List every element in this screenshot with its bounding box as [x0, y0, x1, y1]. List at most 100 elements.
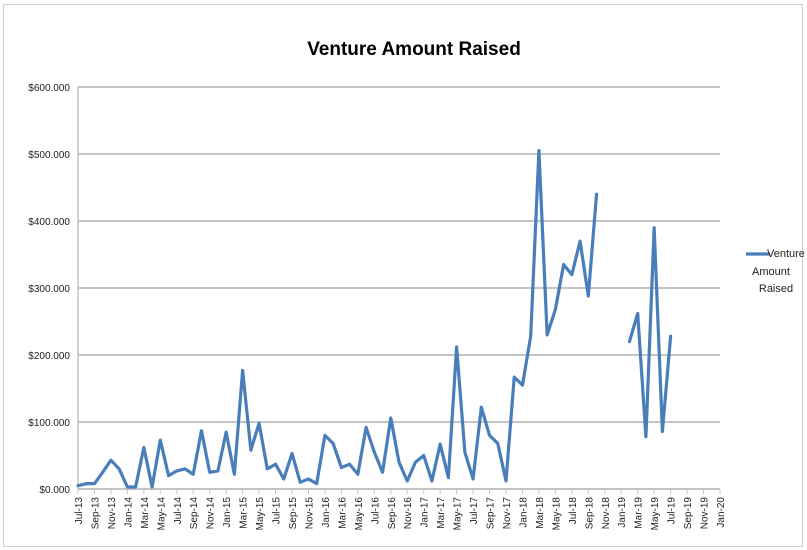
x-tick-label: Jan-19: [617, 497, 628, 528]
data-point: [266, 467, 269, 471]
x-tick-label: May-16: [354, 497, 365, 531]
data-point: [224, 430, 228, 434]
x-tick-label: Nov-14: [206, 497, 217, 530]
x-tick-label: Nov-17: [502, 497, 513, 530]
data-point: [200, 429, 203, 432]
data-point: [389, 416, 392, 420]
x-tick-label: Nov-13: [107, 497, 118, 530]
x-tick-label: Nov-18: [601, 497, 612, 530]
data-point: [430, 479, 434, 483]
x-tick-label: May-17: [453, 497, 464, 531]
data-point: [381, 471, 384, 474]
x-tick-label: Sep-18: [584, 497, 595, 530]
data-point: [274, 463, 277, 466]
x-tick-label: May-19: [650, 497, 661, 531]
data-point: [455, 345, 458, 349]
data-point: [578, 239, 582, 243]
x-tick-label: Nov-16: [403, 497, 414, 530]
data-point: [348, 463, 351, 466]
data-point: [480, 406, 483, 409]
data-point: [644, 435, 648, 438]
x-tick-label: Jul-16: [370, 497, 381, 525]
data-point: [447, 476, 450, 479]
data-point: [340, 466, 343, 469]
x-tick-label: Mar-14: [140, 497, 151, 529]
x-tick-label: Mar-15: [239, 497, 250, 529]
plot-area: [76, 149, 673, 489]
x-tick-label: Mar-19: [634, 497, 645, 529]
y-tick-label: $0.000: [39, 485, 70, 496]
x-tick-label: Jul-14: [173, 497, 184, 525]
gridlines: [77, 86, 720, 490]
data-point: [290, 452, 294, 455]
data-point: [192, 473, 195, 476]
line-chart: Venture Amount Raised $0.000 $100.000 $200…: [28, 39, 804, 531]
data-point: [587, 294, 590, 298]
data-point: [159, 438, 162, 442]
x-tick-label: Sep-17: [486, 497, 497, 530]
data-point: [636, 312, 639, 315]
data-point: [233, 473, 236, 476]
x-tick-label: Sep-13: [90, 497, 101, 530]
data-point: [595, 193, 598, 196]
data-point: [331, 442, 335, 445]
data-point: [183, 467, 187, 471]
data-point: [373, 450, 376, 454]
series-line-venture-amount-raised: [76, 149, 673, 489]
data-point: [216, 469, 220, 473]
data-point: [554, 308, 557, 311]
x-tick-label: Jan-17: [420, 497, 431, 528]
x-tick-label: Jan-16: [321, 497, 332, 528]
x-tick-label: Sep-16: [387, 497, 398, 530]
y-tick-label: $500.000: [28, 150, 70, 161]
x-tick-label: Jul-19: [667, 497, 678, 525]
x-tick-label: Jan-15: [222, 497, 233, 528]
data-point: [471, 477, 475, 481]
x-tick-label: Nov-15: [304, 497, 315, 530]
data-point: [521, 383, 524, 387]
data-point: [307, 477, 310, 481]
x-tick-label: Jan-20: [716, 497, 727, 528]
data-point: [76, 484, 80, 487]
chart-title: Venture Amount Raised: [307, 39, 521, 60]
legend-label: Venture Amount Raised: [752, 248, 804, 295]
data-point: [134, 485, 137, 489]
data-point: [669, 335, 672, 338]
data-point: [628, 340, 631, 343]
data-point: [142, 446, 146, 449]
data-point: [504, 479, 508, 483]
y-tick-label: $400.000: [28, 217, 70, 228]
data-point: [570, 273, 574, 276]
data-point: [488, 434, 491, 437]
data-point: [241, 369, 244, 372]
data-point: [414, 461, 417, 464]
y-tick-label: $300.000: [28, 284, 70, 295]
data-point: [537, 149, 541, 152]
x-tick-label: Jul-13: [74, 497, 85, 525]
x-tick-label: Mar-16: [337, 497, 348, 529]
data-point: [545, 333, 549, 337]
data-point: [175, 469, 178, 473]
data-point: [299, 481, 302, 484]
data-point: [257, 422, 261, 425]
x-tick-label: Sep-14: [189, 497, 200, 530]
data-point: [562, 263, 565, 266]
data-point: [117, 467, 121, 471]
data-point: [249, 448, 253, 452]
data-point: [496, 442, 499, 445]
data-point: [126, 485, 129, 489]
x-tick-label: Jan-14: [123, 497, 134, 528]
data-point: [364, 426, 368, 429]
data-point: [167, 474, 170, 477]
x-tick-label: Mar-17: [436, 497, 447, 529]
y-tick-label: $600.000: [28, 83, 70, 94]
data-point: [93, 482, 96, 485]
data-point: [101, 471, 104, 474]
chart-frame: Venture Amount Raised $0.000 $100.000 $200…: [3, 4, 804, 547]
x-tick-label: Jul-18: [568, 497, 579, 525]
x-tick-label: Sep-15: [288, 497, 299, 530]
x-tick-label: Nov-19: [700, 497, 711, 530]
data-point: [356, 473, 360, 476]
x-tick-label: Jul-17: [469, 497, 480, 525]
y-tick-label: $200.000: [28, 351, 70, 362]
